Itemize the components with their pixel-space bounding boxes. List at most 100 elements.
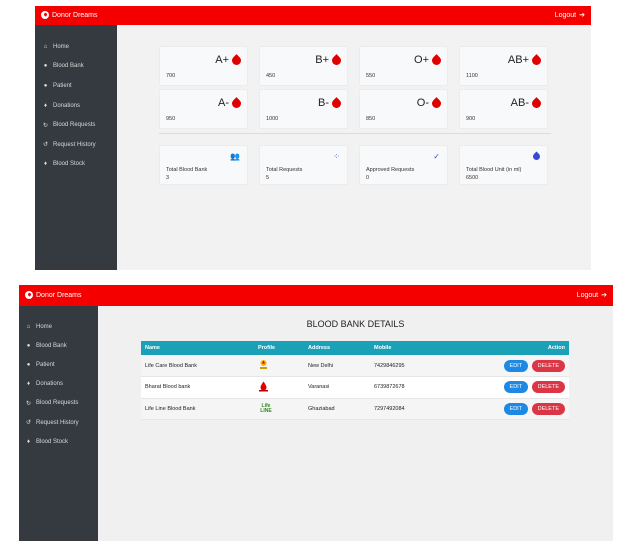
sidebar-item-blood-stock[interactable]: ♦ Blood Stock (35, 155, 117, 175)
blood-group-count: 550 (366, 73, 376, 79)
blood-drop-icon (330, 53, 343, 67)
cell-name: Bharat Blood bank (145, 384, 191, 391)
user-icon: ● (43, 82, 48, 89)
cell-action: EDIT DELETE (446, 398, 569, 420)
table-row: Life Line Blood Bank Life LINE Ghaziabad… (141, 398, 569, 420)
edit-button[interactable]: EDIT (503, 381, 529, 394)
sidebar-item-patient[interactable]: ● Patient (19, 355, 98, 374)
blood-group-card: AB- 900 (459, 89, 548, 129)
sidebar-item-label: Request History (53, 141, 96, 148)
user-donate-icon: ♦ (26, 381, 31, 388)
cell-profile (254, 377, 304, 399)
edit-button[interactable]: EDIT (503, 402, 529, 415)
cell-name: Life Care Blood Bank (145, 362, 197, 369)
stat-card-total-blood-unit: Total Blood Unit (in ml) 6500 (459, 145, 548, 185)
dashboard-content: A+ 700 B+ 450 O+ 550 AB+ 1100 A- 950 B- … (117, 25, 591, 270)
history-icon: ↺ (25, 420, 32, 427)
blood-group-count: 1000 (266, 116, 279, 122)
stat-label: Approved Requests (366, 167, 415, 173)
sidebar-item-label: Blood Stock (36, 438, 69, 445)
user-stock-icon: ♦ (26, 438, 31, 445)
blood-group-label: AB+ (507, 54, 529, 66)
heart-icon (25, 291, 33, 299)
profile-logo (258, 381, 269, 392)
sidebar-item-label: Home (36, 323, 53, 330)
sidebar-item-label: Request History (36, 419, 79, 426)
sidebar-item-patient[interactable]: ● Patient (35, 76, 117, 96)
column-header-name: Name (145, 345, 160, 351)
sidebar-item-donations[interactable]: ♦ Donations (19, 375, 98, 394)
blood-group-count: 950 (166, 116, 176, 122)
column-header-profile: Profile (258, 345, 276, 351)
blood-group-count: 450 (266, 73, 276, 79)
blood-drop-icon (330, 96, 343, 110)
profile-logo (258, 359, 269, 370)
sidebar-item-label: Blood Requests (36, 400, 79, 407)
cell-profile (254, 355, 304, 377)
stat-label: Total Requests (266, 167, 303, 173)
blood-group-card: O- 850 (359, 89, 448, 129)
blood-drop-icon (530, 96, 543, 110)
blood-group-count: 1100 (466, 73, 478, 79)
blood-group-label: B- (318, 97, 329, 109)
blood-group-count: 850 (366, 116, 376, 122)
blood-drop-icon (430, 53, 443, 67)
sidebar-item-blood-requests[interactable]: ↻ Blood Requests (35, 115, 117, 135)
sidebar-item-home[interactable]: ⌂ Home (19, 317, 98, 336)
blood-group-label: AB- (510, 97, 529, 109)
sidebar-item-label: Blood Bank (53, 63, 84, 70)
top-navbar: Donor Dreams Logout ➔ (19, 285, 613, 306)
sidebar-item-label: Blood Stock (53, 161, 86, 168)
blood-group-card: AB+ 1100 (459, 46, 548, 86)
cell-name: Life Line Blood Bank (145, 405, 196, 412)
stat-value: 5 (266, 175, 270, 181)
stat-value: 3 (166, 175, 170, 181)
profile-logo: Life LINE (260, 402, 272, 414)
blood-bank-screen: Donor Dreams Logout ➔ ⌂ Home ● Blood Bank … (19, 285, 613, 541)
stat-label: Total Blood Unit (in ml) (466, 167, 522, 173)
sidebar-item-label: Blood Requests (53, 122, 96, 129)
brand-link[interactable]: Donor Dreams (25, 291, 82, 299)
blood-group-card: A+ 700 (159, 46, 248, 86)
user-stock-icon: ♦ (43, 161, 48, 168)
page-title: BLOOD BANK DETAILS (306, 319, 405, 329)
blood-bank-table: Name Profile Address Mobile Action Life … (141, 341, 569, 420)
brand-label: Donor Dreams (52, 11, 98, 19)
sync-icon: ↻ (25, 400, 32, 407)
sidebar-item-request-history[interactable]: ↺ Request History (19, 413, 98, 432)
check-circle-icon: ✓ (433, 152, 440, 161)
sidebar-item-label: Donations (53, 102, 81, 109)
delete-button[interactable]: DELETE (531, 359, 565, 372)
blood-group-card: B+ 450 (259, 46, 348, 86)
table-header-row: Name Profile Address Mobile Action (141, 341, 569, 355)
blood-bank-content: BLOOD BANK DETAILS Name Profile Address … (98, 306, 613, 541)
delete-button[interactable]: DELETE (531, 402, 565, 415)
column-header-address: Address (308, 345, 331, 351)
blood-group-label: O+ (414, 54, 429, 66)
stat-label: Total Blood Bank (166, 167, 208, 173)
logout-icon: ➔ (601, 292, 607, 299)
blood-group-count: 700 (166, 73, 176, 79)
blood-drop-icon (530, 53, 543, 67)
sidebar-item-label: Patient (36, 361, 55, 368)
cell-action: EDIT DELETE (446, 377, 569, 399)
logout-link[interactable]: Logout ➔ (555, 11, 585, 20)
sidebar-item-blood-stock[interactable]: ♦ Blood Stock (19, 432, 98, 451)
logout-link[interactable]: Logout ➔ (577, 291, 607, 300)
sidebar-item-blood-bank[interactable]: ● Blood Bank (19, 336, 98, 355)
user-icon: ● (26, 342, 31, 349)
sidebar-item-blood-requests[interactable]: ↻ Blood Requests (19, 394, 98, 413)
edit-button[interactable]: EDIT (503, 359, 529, 372)
sidebar-item-request-history[interactable]: ↺ Request History (35, 135, 117, 155)
delete-button[interactable]: DELETE (531, 381, 565, 394)
stat-value: 6500 (466, 175, 479, 181)
blood-group-label: B+ (315, 54, 329, 66)
column-header-mobile: Mobile (374, 345, 392, 351)
brand-link[interactable]: Donor Dreams (41, 11, 98, 19)
sidebar-item-donations[interactable]: ♦ Donations (35, 96, 117, 116)
cell-profile: Life LINE (254, 398, 304, 420)
home-icon: ⌂ (43, 43, 48, 50)
blood-group-label: A+ (215, 54, 229, 66)
sidebar-item-home[interactable]: ⌂ Home (35, 37, 117, 57)
sidebar-item-blood-bank[interactable]: ● Blood Bank (35, 57, 117, 77)
